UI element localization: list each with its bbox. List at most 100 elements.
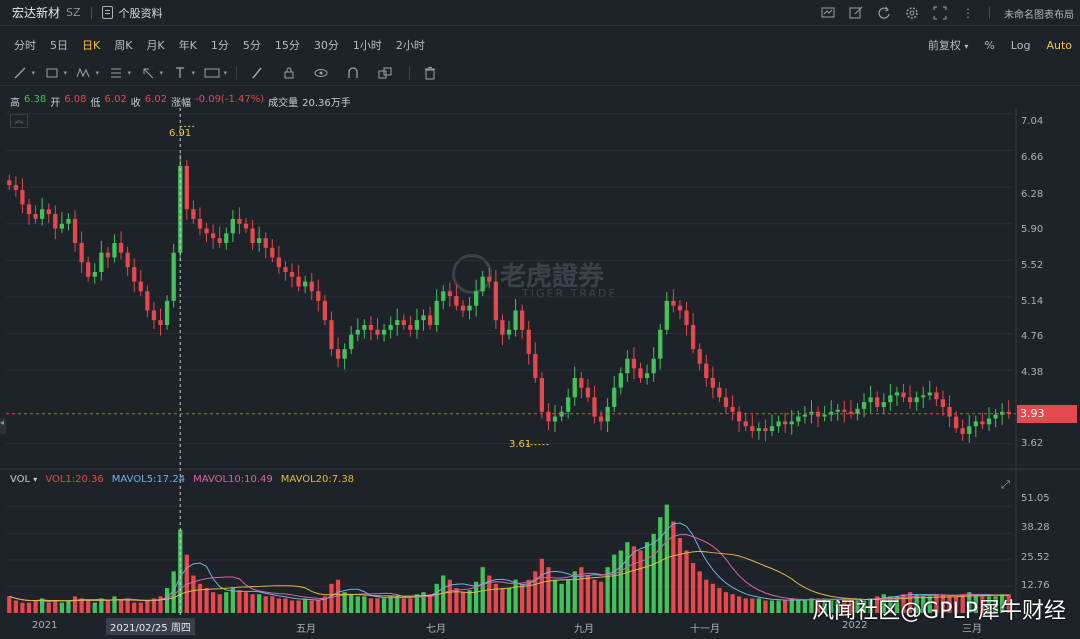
- volume-bar: [487, 575, 492, 613]
- magnet-icon[interactable]: [341, 64, 365, 82]
- candle-body: [743, 421, 748, 427]
- percent-toggle[interactable]: %: [984, 38, 995, 52]
- candle-body: [151, 310, 157, 321]
- left-panel-handle[interactable]: ◂: [0, 418, 6, 434]
- trash-icon[interactable]: [418, 64, 442, 82]
- refresh-icon[interactable]: [877, 6, 891, 20]
- log-toggle[interactable]: Log: [1010, 38, 1031, 52]
- candle-body: [349, 334, 354, 350]
- volume-bar: [980, 596, 985, 613]
- candle-body: [132, 267, 137, 282]
- mavol10-value: MAVOL10:10.49: [193, 474, 273, 485]
- volume-indicator-dropdown[interactable]: VOL ▾: [10, 474, 37, 485]
- candle-body: [164, 300, 170, 325]
- adjust-dropdown[interactable]: 前复权 ▾: [928, 37, 969, 53]
- fibonacci-tool-icon[interactable]: [104, 64, 131, 82]
- period-1hour[interactable]: 1小时: [352, 39, 382, 52]
- candle-body: [835, 409, 840, 412]
- candle-body: [993, 414, 998, 419]
- kline-chart[interactable]: [0, 108, 1080, 618]
- volume-bar: [750, 598, 755, 613]
- candle-body: [158, 320, 163, 325]
- period-weekly[interactable]: 周K: [114, 39, 133, 52]
- mavol20-line: [9, 550, 1009, 602]
- low-label: 低: [90, 98, 101, 109]
- price-label-tool-icon[interactable]: [200, 64, 227, 82]
- high-annotation: 6.91: [169, 128, 192, 139]
- period-daily[interactable]: 日K: [82, 39, 101, 52]
- period-2hour[interactable]: 2小时: [395, 39, 425, 52]
- drawing-toolbar: [0, 62, 1080, 86]
- expand-icon[interactable]: ⤢: [1001, 478, 1010, 491]
- more-icon[interactable]: ⋮: [962, 6, 974, 20]
- change-label: 涨幅: [171, 98, 192, 109]
- text-tool-icon[interactable]: [168, 64, 195, 82]
- candle-body: [658, 329, 663, 359]
- chevron-down-icon: ▾: [964, 42, 969, 51]
- candle-body: [763, 428, 768, 432]
- volume-bar: [842, 598, 847, 613]
- chevron-down-icon: ▾: [33, 475, 38, 484]
- chart-options: 前复权 ▾ % Log Auto: [928, 37, 1072, 53]
- candle-body: [171, 252, 176, 301]
- candle-body: [500, 320, 505, 335]
- candle-body: [270, 247, 275, 258]
- candle-body: [973, 421, 978, 427]
- period-1min[interactable]: 1分: [210, 39, 229, 52]
- candle-body: [434, 300, 439, 325]
- clone-icon[interactable]: [373, 64, 397, 82]
- collapse-button[interactable]: ︽: [10, 114, 28, 128]
- period-yearly[interactable]: 年K: [178, 39, 197, 52]
- volume-bar: [625, 542, 630, 613]
- period-15min[interactable]: 15分: [274, 39, 300, 52]
- candle-body: [454, 296, 459, 306]
- volume-bar: [467, 590, 472, 613]
- volume-bar: [99, 598, 104, 613]
- mavol10-line: [9, 534, 1009, 602]
- auto-toggle[interactable]: Auto: [1046, 38, 1072, 52]
- period-30min[interactable]: 30分: [313, 39, 339, 52]
- candle-body: [651, 358, 656, 374]
- layout-selector[interactable]: 未命名图表布局: [1004, 9, 1074, 21]
- stock-name[interactable]: 宏达新材: [12, 6, 61, 20]
- candle-body: [138, 281, 143, 292]
- volume-bar: [868, 598, 873, 613]
- price-tick: 4.38: [1021, 367, 1044, 378]
- change-value: -0.09(-1.47%): [195, 94, 265, 105]
- candle-body: [105, 252, 111, 258]
- eye-icon[interactable]: [309, 64, 333, 82]
- period-5min[interactable]: 5分: [242, 39, 261, 52]
- volume-bar: [592, 579, 597, 613]
- rectangle-tool-icon[interactable]: [40, 64, 67, 82]
- candle-body: [460, 305, 466, 311]
- pattern-tool-icon[interactable]: [72, 64, 99, 82]
- candle-body: [783, 421, 788, 425]
- volume-bar: [342, 592, 347, 613]
- period-timeshare[interactable]: 分时: [14, 39, 36, 52]
- volume-bar: [861, 600, 867, 613]
- chart-icon[interactable]: [821, 6, 835, 20]
- candle-body: [322, 300, 328, 321]
- volume-bar: [973, 594, 978, 613]
- candle-body: [598, 416, 604, 422]
- candle-body: [881, 402, 886, 407]
- arrow-tool-icon[interactable]: [136, 64, 163, 82]
- period-5day[interactable]: 5日: [50, 39, 68, 52]
- period-monthly[interactable]: 月K: [146, 39, 165, 52]
- lock-icon[interactable]: [277, 64, 301, 82]
- candle-body: [960, 428, 965, 434]
- volume-bar: [237, 590, 242, 613]
- volume-bar: [1000, 594, 1005, 613]
- edit-icon[interactable]: [849, 6, 863, 20]
- brush-icon[interactable]: [245, 64, 269, 82]
- price-tick: 5.52: [1021, 260, 1044, 271]
- brand-name: 老虎證券: [500, 261, 605, 292]
- stock-profile-link[interactable]: 个股资料: [118, 6, 163, 20]
- volume-bar: [585, 575, 591, 613]
- candle-body: [178, 165, 183, 253]
- volume-bar: [822, 598, 827, 613]
- fullscreen-icon[interactable]: [933, 6, 947, 20]
- volume-tick: 25.52: [1021, 552, 1050, 563]
- line-tool-icon[interactable]: [8, 64, 35, 82]
- settings-icon[interactable]: [905, 6, 919, 20]
